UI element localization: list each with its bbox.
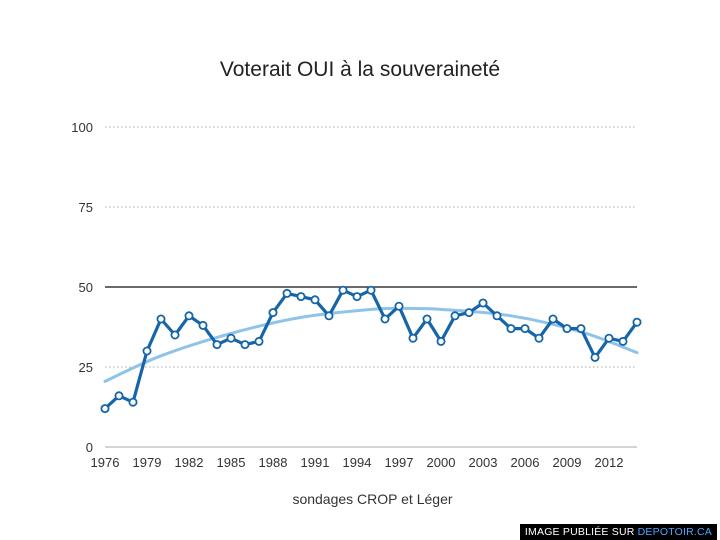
- data-point: [604, 333, 614, 343]
- y-tick-label: 100: [71, 120, 93, 135]
- data-point: [548, 314, 558, 324]
- x-tick-label: 1985: [217, 455, 246, 470]
- data-point: [576, 324, 586, 334]
- y-tick-label: 25: [79, 360, 93, 375]
- x-tick-label: 2000: [427, 455, 456, 470]
- y-tick-label: 0: [86, 440, 93, 455]
- data-point: [422, 314, 432, 324]
- x-tick-label: 1979: [133, 455, 162, 470]
- x-tick-label: 1997: [385, 455, 414, 470]
- x-tick-label: 2003: [469, 455, 498, 470]
- trend-curve: [103, 306, 639, 383]
- x-tick-label: 2009: [553, 455, 582, 470]
- x-tick-label: 2006: [511, 455, 540, 470]
- point-layer: [100, 285, 642, 414]
- data-point: [128, 397, 138, 407]
- data-point: [394, 301, 404, 311]
- x-tick-label: 1988: [259, 455, 288, 470]
- data-point: [632, 317, 642, 327]
- data-point: [170, 330, 180, 340]
- data-point: [338, 285, 348, 295]
- data-point: [478, 298, 488, 308]
- data-point: [380, 314, 390, 324]
- data-point: [184, 311, 194, 321]
- data-point: [352, 292, 362, 302]
- data-point: [590, 352, 600, 362]
- data-point: [310, 295, 320, 305]
- data-point: [198, 320, 208, 330]
- credit-site: DEPOTOIR.CA: [637, 526, 712, 538]
- data-point: [324, 311, 334, 321]
- data-point: [100, 404, 110, 414]
- data-point: [142, 346, 152, 356]
- y-tick-label: 75: [79, 200, 93, 215]
- data-point: [282, 288, 292, 298]
- x-axis-label: sondages CROP et Léger: [292, 491, 453, 507]
- x-axis-ticks: 1976 1979 1982 1985 1988 1991 1994 1997 2000 2003…: [91, 455, 624, 470]
- data-point: [520, 324, 530, 334]
- x-tick-label: 1991: [301, 455, 330, 470]
- data-point: [226, 333, 236, 343]
- data-point: [114, 391, 124, 401]
- data-point: [464, 308, 474, 318]
- trend-layer: [103, 306, 639, 383]
- data-point: [618, 336, 628, 346]
- data-point: [492, 311, 502, 321]
- credit-banner: IMAGE PUBLIÉE SUR DEPOTOIR.CA: [519, 524, 717, 540]
- data-point: [562, 324, 572, 334]
- x-tick-label: 1976: [91, 455, 120, 470]
- data-point: [366, 285, 376, 295]
- data-point: [296, 292, 306, 302]
- data-point: [240, 340, 250, 350]
- chart-title: Voterait OUI à la souveraineté: [219, 58, 501, 81]
- data-point: [156, 314, 166, 324]
- x-tick-label: 1994: [343, 455, 372, 470]
- data-point: [254, 336, 264, 346]
- data-point: [436, 336, 446, 346]
- data-point: [408, 333, 418, 343]
- data-point: [268, 308, 278, 318]
- y-tick-label: 50: [79, 280, 93, 295]
- data-point: [450, 311, 460, 321]
- x-tick-label: 2012: [595, 455, 624, 470]
- data-point: [506, 324, 516, 334]
- data-point: [212, 340, 222, 350]
- data-point: [534, 333, 544, 343]
- credit-prefix: IMAGE PUBLIÉE SUR: [524, 526, 638, 538]
- x-tick-label: 1982: [175, 455, 204, 470]
- y-axis-ticks: 0 25 50 75 100: [71, 120, 93, 455]
